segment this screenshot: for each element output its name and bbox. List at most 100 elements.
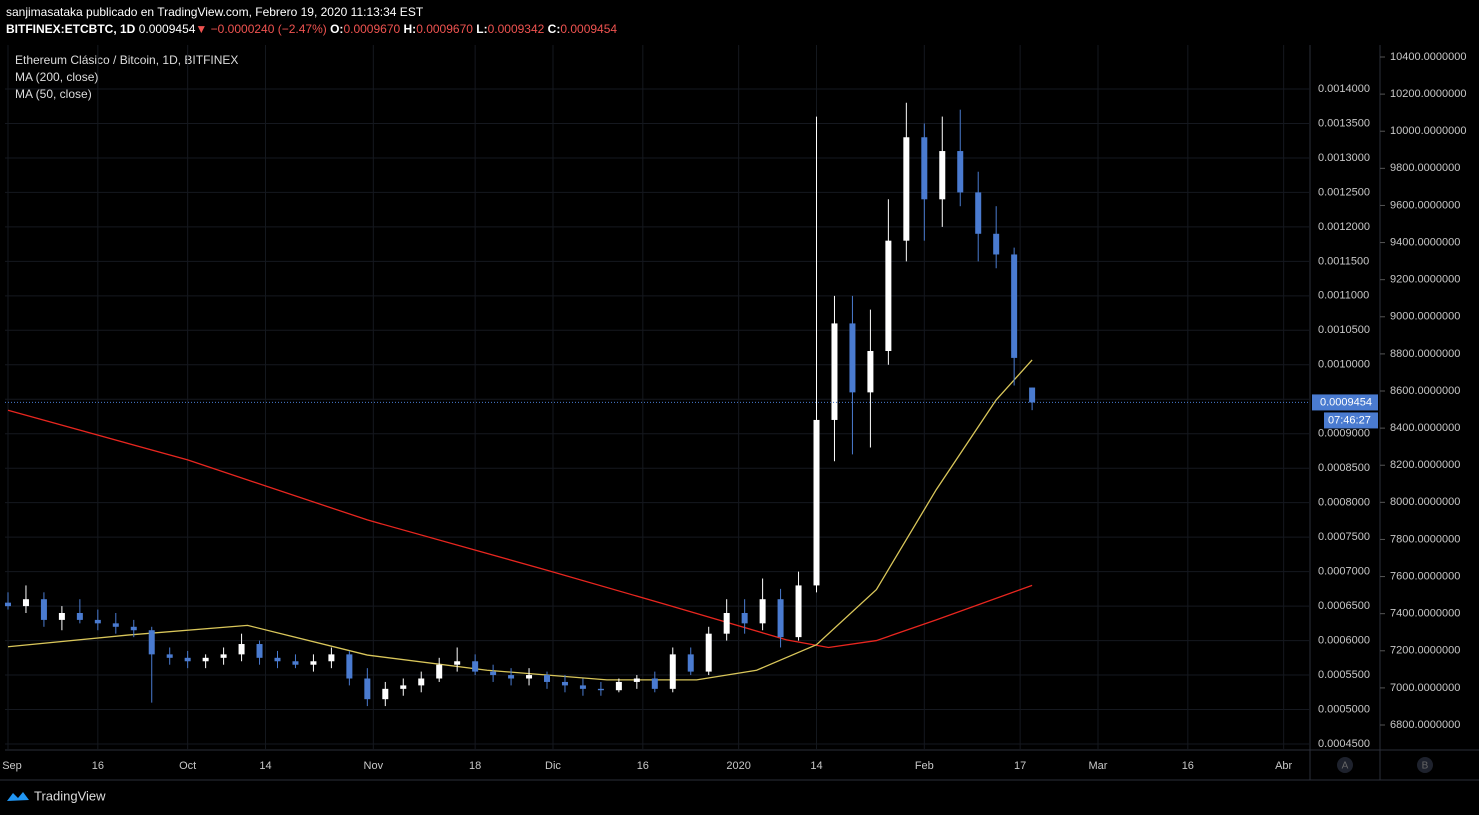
candle-body: [615, 681, 622, 691]
candle-body: [436, 664, 443, 679]
candle-body: [867, 350, 874, 393]
candle-body: [346, 654, 353, 679]
o-label: O:: [330, 22, 344, 36]
y-tick-label: 0.0008000: [1318, 497, 1370, 509]
candle-body: [831, 323, 838, 420]
low: 0.0009342: [487, 22, 545, 36]
countdown-tag: [1324, 412, 1378, 429]
y2-tick-label: 8000.0000000: [1390, 496, 1460, 508]
quote-line: BITFINEX:ETCBTC, 1D 0.0009454▼ −0.000024…: [6, 22, 617, 36]
open: 0.0009670: [343, 22, 401, 36]
button-a[interactable]: A: [1342, 761, 1349, 772]
y2-tick-label: 10200.0000000: [1390, 88, 1466, 100]
y2-tick-label: 8400.0000000: [1390, 422, 1460, 434]
y-tick-label: 0.0010000: [1318, 359, 1370, 371]
change: −0.0000240 (−2.47%): [210, 22, 327, 36]
candle-body: [526, 675, 533, 679]
candle-body: [993, 233, 1000, 255]
y-tick-label: 0.0014000: [1318, 83, 1370, 95]
y-tick-label: 0.0008500: [1318, 462, 1370, 474]
countdown: 07:46:27: [1328, 414, 1371, 426]
y-tick-label: 0.0011500: [1318, 255, 1369, 267]
candle-body: [328, 654, 335, 662]
x-tick-label: 17: [1014, 760, 1026, 772]
chart-title: Ethereum Clásico / Bitcoin, 1D, BITFINEX: [15, 53, 238, 67]
candle-body: [1029, 387, 1036, 403]
candle-body: [903, 137, 910, 241]
candle-body: [400, 685, 407, 689]
candle-body: [292, 661, 299, 665]
candle-body: [687, 654, 694, 672]
candle-body: [364, 678, 371, 700]
x-tick-label: Mar: [1089, 760, 1108, 772]
candle-body: [957, 151, 964, 193]
brand[interactable]: TradingView: [34, 788, 106, 803]
candle-body: [597, 688, 604, 691]
candle-body: [849, 323, 856, 393]
symbol: BITFINEX:ETCBTC, 1D: [6, 22, 136, 36]
candle-body: [148, 630, 155, 655]
y2-tick-label: 9600.0000000: [1390, 199, 1460, 211]
button-b-bg[interactable]: [1417, 757, 1433, 773]
candle-body: [40, 599, 47, 620]
x-tick-label: Oct: [179, 760, 196, 772]
candle-body: [130, 626, 137, 631]
x-tick-label: 18: [469, 760, 481, 772]
y2-tick-label: 10400.0000000: [1390, 51, 1466, 63]
y-tick-label: 0.0007500: [1318, 531, 1370, 543]
candle-body: [4, 602, 11, 607]
y2-tick-label: 8800.0000000: [1390, 348, 1460, 360]
candle-body: [202, 657, 209, 662]
candle-body: [975, 192, 982, 234]
y2-tick-label: 8600.0000000: [1390, 385, 1460, 397]
x-tick-label: 14: [810, 760, 822, 772]
candle-body: [579, 685, 586, 689]
price-label: 0.0009454: [1320, 396, 1372, 408]
x-tick-label: 16: [92, 760, 104, 772]
y2-tick-label: 9800.0000000: [1390, 162, 1460, 174]
x-tick-label: 2020: [726, 760, 750, 772]
publish-line: sanjimasataka publicado en TradingView.c…: [6, 5, 423, 19]
candle-body: [633, 678, 640, 682]
x-tick-label: Sep: [2, 760, 22, 772]
x-tick-label: 16: [637, 760, 649, 772]
y-tick-label: 0.0012000: [1318, 221, 1370, 233]
button-b[interactable]: B: [1422, 761, 1429, 772]
y-tick-label: 0.0009000: [1318, 428, 1370, 440]
candle-body: [166, 654, 173, 658]
candle-body: [76, 612, 83, 620]
candle-body: [22, 599, 29, 607]
candle-body: [1011, 254, 1018, 358]
legend-entry: MA (200, close): [15, 70, 98, 84]
y-tick-label: 0.0005000: [1318, 703, 1370, 715]
candle-body: [723, 612, 730, 634]
candle-body: [382, 688, 389, 700]
moving-average: [7, 359, 1033, 681]
y2-tick-label: 8200.0000000: [1390, 459, 1460, 471]
published: sanjimasataka publicado en TradingView.c…: [6, 5, 424, 19]
candle-body: [184, 657, 191, 662]
candle-body: [705, 633, 712, 672]
legend-entry: MA (50, close): [15, 87, 92, 101]
y2-tick-label: 7000.0000000: [1390, 682, 1460, 694]
y2-tick-label: 6800.0000000: [1390, 719, 1460, 731]
arrow: ▼: [195, 22, 208, 36]
y2-tick-label: 9400.0000000: [1390, 236, 1460, 248]
y2-tick-label: 7600.0000000: [1390, 570, 1460, 582]
y-tick-label: 0.0006500: [1318, 600, 1370, 612]
y-tick-label: 0.0013500: [1318, 117, 1370, 129]
x-tick-label: Feb: [915, 760, 934, 772]
candle-body: [418, 678, 425, 686]
button-a-bg[interactable]: [1337, 757, 1353, 773]
y-tick-label: 0.0004500: [1318, 738, 1370, 750]
candle-body: [939, 151, 946, 200]
candle-body: [238, 644, 245, 655]
x-tick-label: Nov: [364, 760, 384, 772]
y-tick-label: 0.0011000: [1318, 290, 1369, 302]
candle-body: [885, 240, 892, 351]
candle-body: [490, 671, 497, 676]
x-tick-label: 16: [1182, 760, 1194, 772]
y-tick-label: 0.0006000: [1318, 634, 1370, 646]
